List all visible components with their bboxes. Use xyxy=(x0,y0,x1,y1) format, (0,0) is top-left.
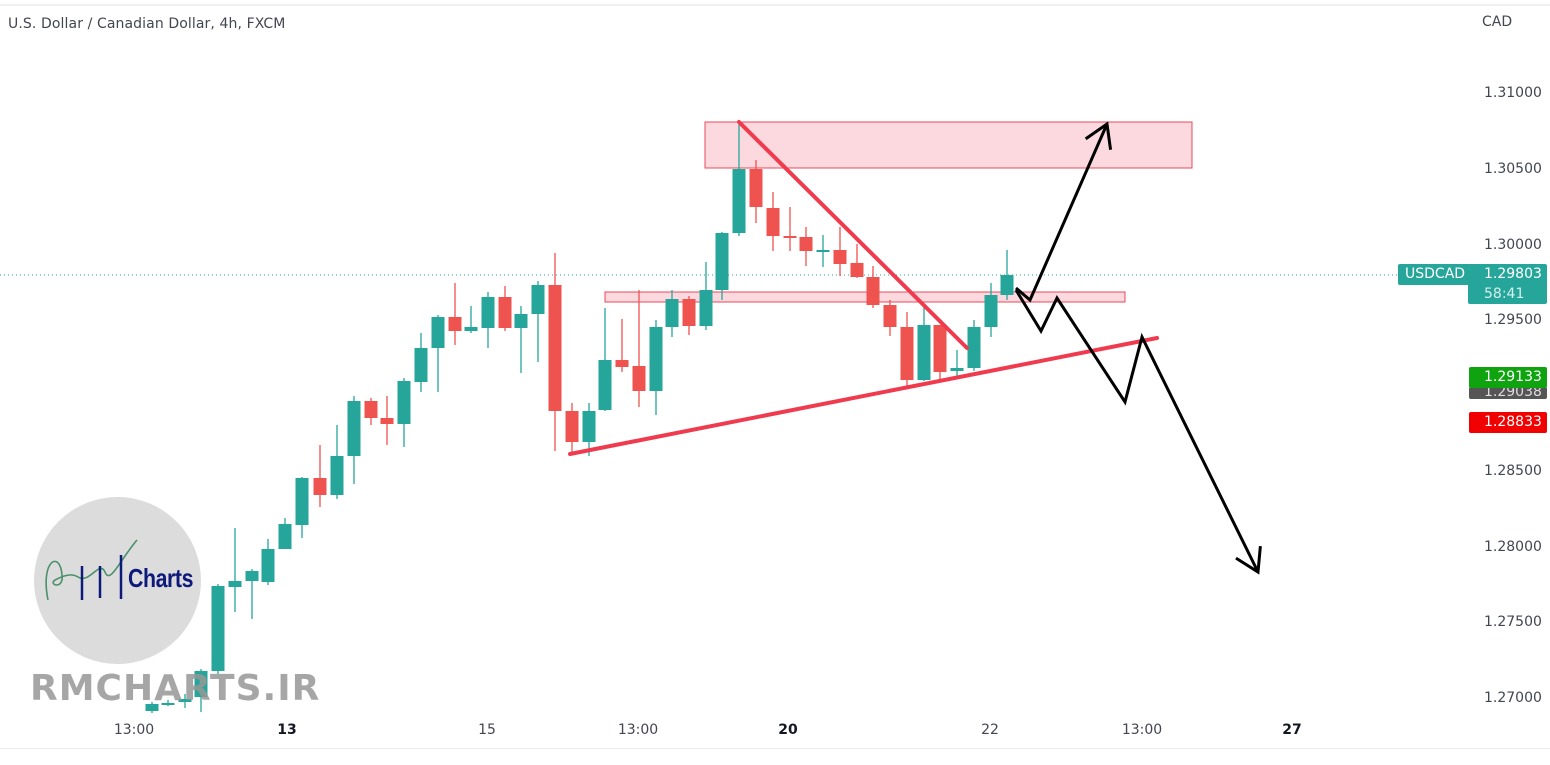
bullish-candle xyxy=(665,299,679,327)
bullish-candle xyxy=(464,327,478,331)
bullish-candle xyxy=(245,571,259,581)
time-tick: 13:00 xyxy=(617,722,659,738)
last-price-badge: 1.29803 58:41 xyxy=(1468,264,1547,304)
bearish-candle xyxy=(548,285,562,411)
red-level-badge: 1.28833 xyxy=(1469,412,1547,433)
last-price-value: 1.29803 xyxy=(1484,266,1542,282)
bullish-candle xyxy=(330,456,344,495)
bearish-candle xyxy=(380,418,394,424)
price-tick: 1.28500 xyxy=(1484,463,1542,479)
symbol-badge: USDCAD xyxy=(1398,264,1468,285)
bullish-candle xyxy=(347,401,361,456)
bullish-candle xyxy=(178,699,192,702)
price-tick: 1.28000 xyxy=(1484,539,1542,555)
time-tick: 15 xyxy=(478,722,496,738)
bearish-candle xyxy=(900,327,914,380)
projection-path xyxy=(1015,123,1109,303)
bearish-candle xyxy=(615,360,629,367)
price-tick: 1.30000 xyxy=(1484,237,1542,253)
trendline xyxy=(737,120,969,350)
watermark-text: RMCHARTS.IR xyxy=(30,668,321,709)
time-axis-border xyxy=(0,748,1550,749)
time-tick: 13:00 xyxy=(113,722,155,738)
bullish-candle xyxy=(531,285,545,314)
bullish-candle xyxy=(431,317,445,348)
price-tick: 1.29500 xyxy=(1484,312,1542,328)
bearish-candle xyxy=(749,169,763,207)
bearish-candle xyxy=(883,305,897,327)
price-axis-currency: CAD xyxy=(1482,14,1513,30)
bearish-candle xyxy=(783,236,797,238)
bullish-candle xyxy=(514,314,528,328)
bearish-candle xyxy=(866,277,880,305)
bullish-candle xyxy=(1000,275,1014,295)
bearish-candle xyxy=(766,208,780,236)
arrow-head-icon xyxy=(1084,121,1113,150)
bullish-candle xyxy=(732,169,746,233)
bullish-candle xyxy=(278,524,292,549)
time-tick: 13 xyxy=(277,722,297,738)
top-border xyxy=(0,4,1550,6)
projection-path xyxy=(1014,289,1260,573)
price-tick: 1.31000 xyxy=(1484,85,1542,101)
gray-level-badge: 1.29038 xyxy=(1469,387,1547,399)
bearish-candle xyxy=(565,411,579,442)
bullish-candle xyxy=(481,297,495,328)
green-level-badge: 1.29133 xyxy=(1469,367,1547,388)
bullish-candle xyxy=(649,327,663,391)
price-zone xyxy=(604,291,1126,303)
trendline xyxy=(568,336,1159,456)
bullish-candle xyxy=(295,478,309,525)
price-tick: 1.27500 xyxy=(1484,614,1542,630)
arrow-head-icon xyxy=(1235,545,1262,575)
bullish-candle xyxy=(228,581,242,587)
bullish-candle xyxy=(699,290,713,326)
bullish-candle xyxy=(967,327,981,368)
time-tick: 13:00 xyxy=(1121,722,1163,738)
time-tick: 27 xyxy=(1282,722,1302,738)
bearish-candle xyxy=(632,366,646,391)
bearish-candle xyxy=(364,401,378,418)
bullish-candle xyxy=(984,295,998,327)
logo-text: Charts xyxy=(128,563,194,593)
price-tick: 1.27000 xyxy=(1484,690,1542,706)
logo-script-icon xyxy=(45,539,138,601)
bearish-candle xyxy=(448,317,462,331)
bullish-candle xyxy=(582,411,596,442)
bearish-candle xyxy=(313,478,327,495)
bearish-candle xyxy=(933,325,947,372)
bullish-candle xyxy=(397,381,411,424)
bearish-candle xyxy=(682,299,696,326)
bullish-candle xyxy=(161,703,175,705)
bearish-candle xyxy=(833,250,847,264)
price-tick: 1.30500 xyxy=(1484,161,1542,177)
bullish-candle xyxy=(145,704,159,711)
bullish-candle xyxy=(414,348,428,382)
bullish-candle xyxy=(816,250,830,252)
bullish-candle xyxy=(211,586,225,671)
chart-title: U.S. Dollar / Canadian Dollar, 4h, FXCM xyxy=(8,16,286,32)
bullish-candle xyxy=(950,368,964,371)
time-tick: 20 xyxy=(778,722,798,738)
bullish-candle xyxy=(715,233,729,290)
bearish-candle xyxy=(799,237,813,251)
bullish-candle xyxy=(194,671,208,697)
bearish-candle xyxy=(850,263,864,277)
bullish-candle xyxy=(598,360,612,410)
bar-countdown: 58:41 xyxy=(1484,286,1525,302)
bullish-candle xyxy=(261,549,275,582)
bullish-candle xyxy=(917,325,931,380)
time-tick: 22 xyxy=(981,722,999,738)
bearish-candle xyxy=(498,297,512,328)
